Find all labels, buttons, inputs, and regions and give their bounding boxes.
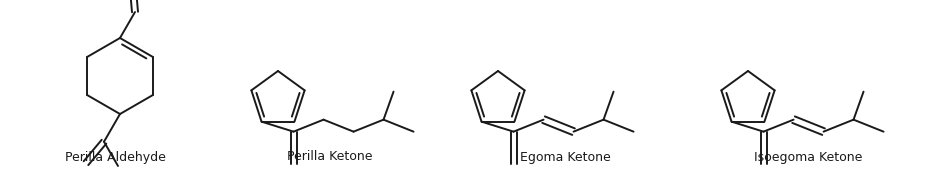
Text: Isoegoma Ketone: Isoegoma Ketone: [753, 150, 863, 163]
Text: Perilla Ketone: Perilla Ketone: [287, 150, 372, 163]
Text: Perilla Aldehyde: Perilla Aldehyde: [65, 150, 165, 163]
Text: Egoma Ketone: Egoma Ketone: [520, 150, 610, 163]
